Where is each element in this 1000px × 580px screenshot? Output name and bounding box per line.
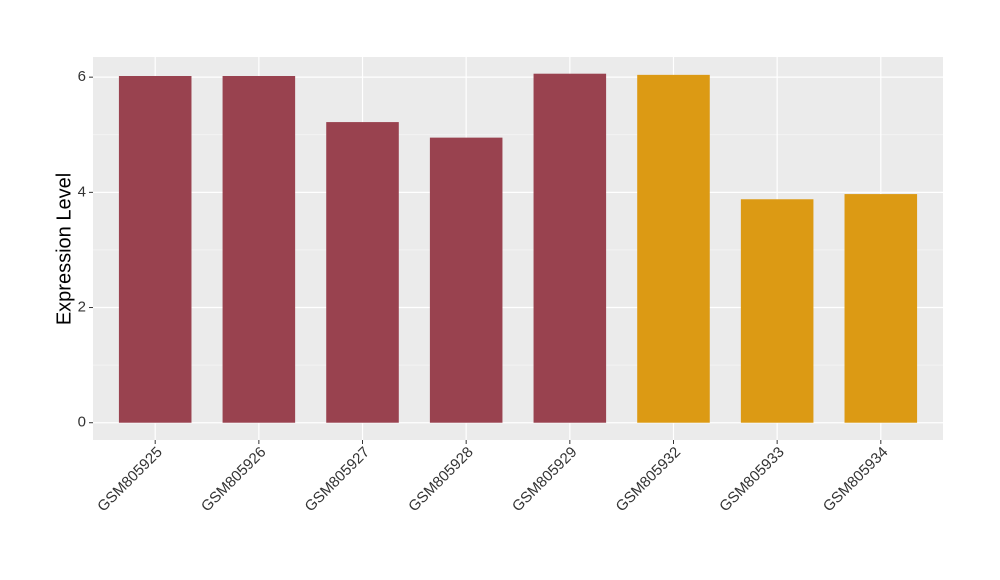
y-tick-label: 6 — [78, 68, 86, 85]
x-tick-label: GSM805932 — [613, 444, 685, 516]
y-axis-title: Expression Level — [53, 173, 75, 325]
bar — [118, 76, 192, 423]
bar — [844, 194, 918, 423]
bar — [533, 73, 607, 423]
y-tick-label: 0 — [78, 414, 86, 431]
x-tick-label: GSM805934 — [820, 444, 892, 516]
y-tick-label: 4 — [78, 183, 86, 200]
y-tick-label: 2 — [78, 299, 86, 316]
x-tick-label: GSM805933 — [716, 444, 788, 516]
x-tick-label: GSM805928 — [405, 444, 477, 516]
panel — [93, 57, 943, 440]
bar — [429, 137, 503, 423]
bar — [740, 199, 814, 423]
x-tick-label: GSM805929 — [509, 444, 581, 516]
x-tick-label: GSM805925 — [94, 444, 166, 516]
bar — [222, 76, 296, 423]
x-tick-label: GSM805926 — [198, 444, 270, 516]
bar — [637, 74, 710, 423]
x-tick-label: GSM805927 — [302, 444, 374, 516]
bar — [326, 122, 399, 423]
